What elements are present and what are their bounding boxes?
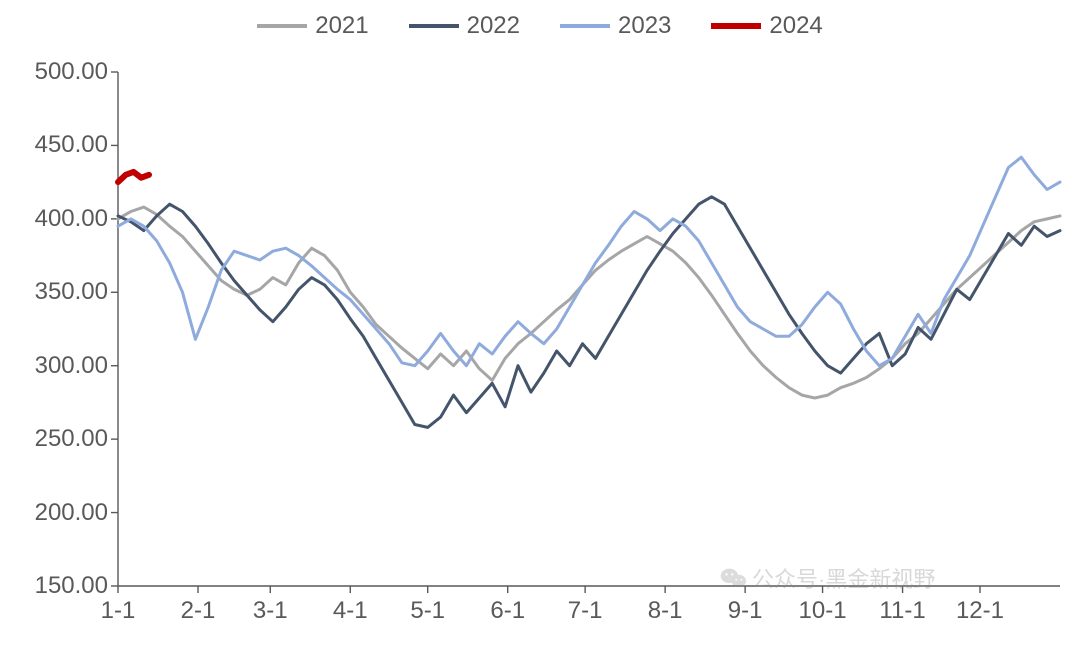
- x-tick-label: 11-1: [879, 597, 925, 625]
- x-tick-label: 9-1: [728, 597, 763, 625]
- x-tick-label: 3-1: [253, 597, 288, 625]
- chart-container: 2021202220232024 150.00200.00250.00300.0…: [0, 0, 1080, 659]
- x-tick-label: 12-1: [956, 597, 1004, 625]
- watermark: 公众号·黑金新视野: [720, 562, 935, 594]
- x-tick-label: 10-1: [799, 597, 847, 625]
- watermark-text: 公众号·黑金新视野: [752, 562, 935, 594]
- x-tick-label: 4-1: [333, 597, 368, 625]
- x-tick-label: 1-1: [101, 597, 136, 625]
- x-tick-label: 7-1: [568, 597, 603, 625]
- x-tick-label: 2-1: [181, 597, 216, 625]
- x-tick-label: 8-1: [648, 597, 683, 625]
- wechat-icon: [720, 567, 746, 589]
- x-tick-label: 5-1: [410, 597, 445, 625]
- x-axis-labels: 1-1 2-1 3-1 4-1 5-1 6-1 7-1 8-1 9-1 10-1 11-1 12-1: [0, 0, 1080, 659]
- x-tick-label: 6-1: [490, 597, 525, 625]
